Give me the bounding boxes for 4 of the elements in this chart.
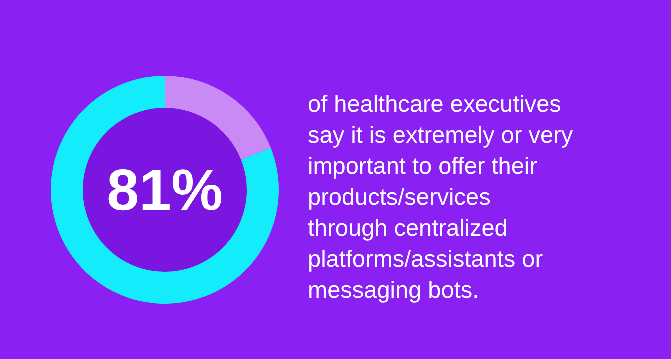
donut-slice xyxy=(51,76,279,304)
donut-slice xyxy=(165,76,271,160)
data-label: 81% xyxy=(106,158,224,223)
text: of healthcare executives say it is extremely or very important to offer their products/services through centralized platforms/assistants or messaging bots. xyxy=(308,91,574,303)
